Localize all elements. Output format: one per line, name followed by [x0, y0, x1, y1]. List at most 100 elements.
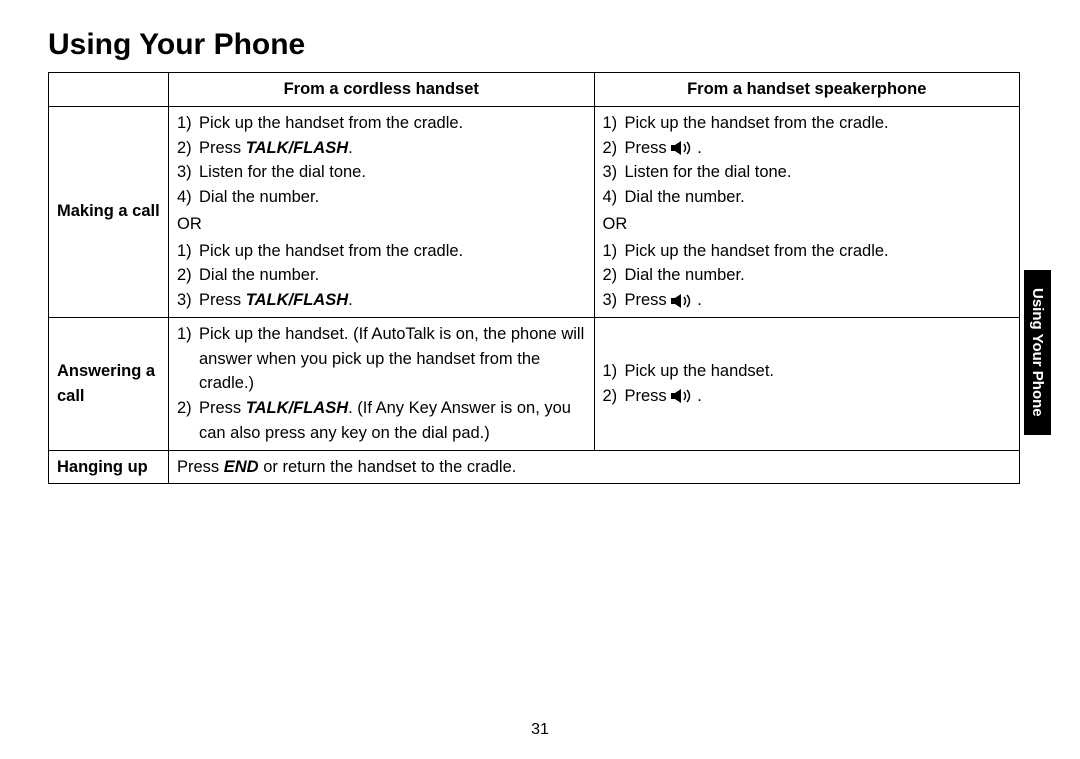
- header-cordless: From a cordless handset: [169, 73, 595, 107]
- row-answering-call: Answering a call 1)Pick up the handset. …: [49, 317, 1020, 450]
- instruction-step: 4)Dial the number.: [177, 185, 586, 210]
- step-content: Listen for the dial tone.: [625, 160, 1012, 185]
- step-content: Press .: [625, 136, 1012, 161]
- step-text-fragment: Press: [199, 291, 246, 309]
- step-text-fragment: .: [348, 139, 353, 157]
- instruction-step: 1)Pick up the handset from the cradle.: [177, 111, 586, 136]
- step-content: Pick up the handset from the cradle.: [625, 239, 1012, 264]
- step-number: 1): [177, 239, 199, 264]
- instruction-step: 1)Pick up the handset from the cradle.: [603, 239, 1012, 264]
- instruction-step: 1)Pick up the handset. (If AutoTalk is o…: [177, 322, 586, 396]
- step-content: Dial the number.: [199, 185, 586, 210]
- step-text-fragment: Dial the number.: [625, 188, 745, 206]
- step-content: Pick up the handset. (If AutoTalk is on,…: [199, 322, 586, 396]
- emphasis-text: TALK/FLASH: [246, 399, 348, 417]
- emphasis-text: TALK/FLASH: [246, 291, 348, 309]
- page-number: 31: [0, 721, 1080, 739]
- step-number: 3): [177, 160, 199, 185]
- instruction-step: 2)Press TALK/FLASH.: [177, 136, 586, 161]
- emphasis-text: END: [224, 458, 259, 476]
- row-hanging-up: Hanging up Press END or return the hands…: [49, 450, 1020, 484]
- step-text-fragment: Dial the number.: [199, 266, 319, 284]
- step-content: Press TALK/FLASH. (If Any Key Answer is …: [199, 396, 586, 446]
- step-number: 3): [603, 160, 625, 185]
- table-header-row: From a cordless handset From a handset s…: [49, 73, 1020, 107]
- header-speakerphone: From a handset speakerphone: [594, 73, 1020, 107]
- or-separator: OR: [603, 212, 1012, 237]
- step-content: Pick up the handset from the cradle.: [625, 111, 1012, 136]
- step-number: 1): [177, 322, 199, 396]
- step-number: 4): [177, 185, 199, 210]
- step-number: 2): [603, 384, 625, 409]
- instruction-step: 3)Press TALK/FLASH.: [177, 288, 586, 313]
- emphasis-text: TALK/FLASH: [246, 139, 348, 157]
- step-text-fragment: Pick up the handset from the cradle.: [625, 242, 889, 260]
- step-text-fragment: Press: [625, 387, 672, 405]
- label-answering: Answering a call: [49, 317, 169, 450]
- step-number: 1): [603, 111, 625, 136]
- page-title: Using Your Phone: [48, 28, 1020, 62]
- making-cordless-cell: 1)Pick up the handset from the cradle.2)…: [169, 106, 595, 317]
- speaker-icon: [671, 141, 697, 155]
- step-text-fragment: .: [697, 139, 702, 157]
- step-text-fragment: Pick up the handset from the cradle.: [625, 114, 889, 132]
- step-text-fragment: Dial the number.: [199, 188, 319, 206]
- step-text-fragment: Press: [199, 399, 246, 417]
- answering-speaker-cell: 1)Pick up the handset.2)Press .: [594, 317, 1020, 450]
- step-number: 4): [603, 185, 625, 210]
- phone-usage-table: From a cordless handset From a handset s…: [48, 72, 1020, 484]
- step-number: 2): [603, 136, 625, 161]
- label-making: Making a call: [49, 106, 169, 317]
- step-text-fragment: .: [348, 291, 353, 309]
- step-text-fragment: Pick up the handset.: [625, 362, 775, 380]
- step-number: 1): [603, 359, 625, 384]
- speaker-icon: [671, 294, 697, 308]
- step-number: 1): [177, 111, 199, 136]
- step-content: Press .: [625, 288, 1012, 313]
- label-hanging: Hanging up: [49, 450, 169, 484]
- instruction-step: 1)Pick up the handset from the cradle.: [603, 111, 1012, 136]
- instruction-step: 2)Press TALK/FLASH. (If Any Key Answer i…: [177, 396, 586, 446]
- side-tab: Using Your Phone: [1024, 270, 1051, 435]
- instruction-step: 3)Listen for the dial tone.: [603, 160, 1012, 185]
- row-making-call: Making a call 1)Pick up the handset from…: [49, 106, 1020, 317]
- step-content: Pick up the handset from the cradle.: [199, 239, 586, 264]
- step-text-fragment: Press: [177, 458, 224, 476]
- step-text-fragment: Press: [625, 139, 672, 157]
- step-text-fragment: or return the handset to the cradle.: [259, 458, 517, 476]
- step-content: Dial the number.: [625, 185, 1012, 210]
- step-content: Dial the number.: [625, 263, 1012, 288]
- instruction-step: 2)Dial the number.: [177, 263, 586, 288]
- instruction-step: 1)Pick up the handset from the cradle.: [177, 239, 586, 264]
- step-content: Pick up the handset from the cradle.: [199, 111, 586, 136]
- step-content: Press TALK/FLASH.: [199, 288, 586, 313]
- header-empty: [49, 73, 169, 107]
- instruction-step: 2)Dial the number.: [603, 263, 1012, 288]
- instruction-step: 2)Press .: [603, 136, 1012, 161]
- step-text-fragment: .: [697, 291, 702, 309]
- instruction-step: 2)Press .: [603, 384, 1012, 409]
- step-content: Pick up the handset.: [625, 359, 1012, 384]
- step-text-fragment: Pick up the handset from the cradle.: [199, 242, 463, 260]
- step-number: 2): [603, 263, 625, 288]
- instruction-step: 3)Press .: [603, 288, 1012, 313]
- manual-page: Using Your Phone From a cordless handset…: [0, 0, 1080, 484]
- step-content: Press .: [625, 384, 1012, 409]
- step-text-fragment: Listen for the dial tone.: [625, 163, 792, 181]
- instruction-step: 4)Dial the number.: [603, 185, 1012, 210]
- speaker-icon: [671, 389, 697, 403]
- hanging-content-cell: Press END or return the handset to the c…: [169, 450, 1020, 484]
- step-content: Press TALK/FLASH.: [199, 136, 586, 161]
- step-text-fragment: Pick up the handset. (If AutoTalk is on,…: [199, 325, 584, 393]
- step-text-fragment: .: [697, 387, 702, 405]
- step-number: 3): [177, 288, 199, 313]
- step-text-fragment: Listen for the dial tone.: [199, 163, 366, 181]
- step-content: Dial the number.: [199, 263, 586, 288]
- step-number: 3): [603, 288, 625, 313]
- instruction-step: 1)Pick up the handset.: [603, 359, 1012, 384]
- step-content: Listen for the dial tone.: [199, 160, 586, 185]
- step-text-fragment: Dial the number.: [625, 266, 745, 284]
- step-text-fragment: Press: [199, 139, 246, 157]
- step-number: 2): [177, 263, 199, 288]
- instruction-step: 3)Listen for the dial tone.: [177, 160, 586, 185]
